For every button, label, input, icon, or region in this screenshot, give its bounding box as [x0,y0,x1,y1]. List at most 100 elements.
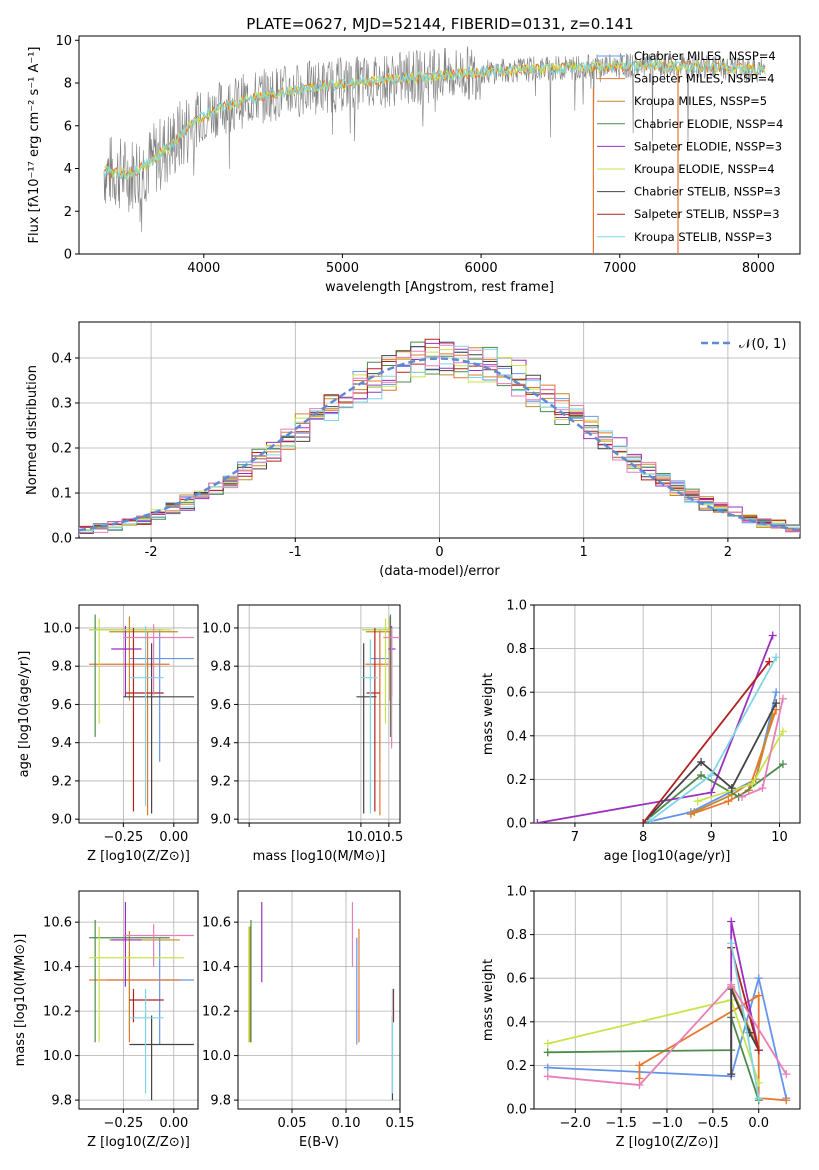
series-point [782,1070,791,1079]
histogram-step [79,344,800,536]
series-point [738,792,747,801]
y-tick-label: 9.6 [210,698,231,713]
plot-frame [533,604,801,824]
series-line [642,691,777,823]
series-point [727,1070,736,1079]
series-line [547,1017,760,1101]
y-tick-label: 0.2 [506,773,527,788]
x-tick-label: -2 [145,545,158,560]
massweight-vs-age-panel: 7 8 9 10 0.0 0.2 0.4 0.6 0.8 1.0 age [log10(age/yr… [481,599,801,864]
legend-entry: Kroupa MILES, NSSP=5 [634,94,767,108]
series-point [754,991,763,1000]
x-tick-label: 6000 [465,261,498,276]
x-axis-label: mass [log10(M/M⊙)] [253,849,386,864]
y-tick-label: 9.4 [51,736,72,751]
x-tick-label: 4000 [187,261,220,276]
x-tick-label: −0.25 [103,1116,143,1131]
series-point [772,699,781,708]
series-point [778,694,787,703]
x-tick-label: 10.0 [346,830,375,845]
series-line [642,661,771,823]
y-tick-label: 0.3 [51,397,72,412]
series-point [758,784,767,793]
y-axis-label: age [log10(age/yr)] [17,651,32,778]
massweight-vs-metallicity-panel: −2.0 −1.5 −1.0 −0.5 0.0 0.0 0.2 0.4 0.6 0.8 1.0 Z [… [481,885,801,1150]
x-tick-label: 10.5 [374,830,403,845]
y-tick-label: 1.0 [506,599,527,614]
x-axis-label: wavelength [Angstrom, rest frame] [325,280,554,295]
x-tick-label: 1 [580,545,588,560]
y-tick-label: 0.0 [51,532,72,547]
series-point [697,771,706,780]
x-tick-label: 2 [724,545,732,560]
y-tick-label: 10.4 [43,960,72,975]
series-line [642,702,777,823]
series-point [727,917,736,926]
x-axis-label: E(B-V) [299,1135,339,1150]
series-point [543,1048,552,1057]
series-point [639,819,648,823]
plot-frame [237,604,401,824]
mass-vs-ebv-panel: 0.05 0.10 0.15 9.8 10.0 10.2 10.4 10.6 E(B-V) [202,890,414,1150]
y-tick-label: 10.6 [43,916,72,931]
spectrum-model-line [103,59,766,181]
series-point [645,816,654,823]
y-tick-label: 0.6 [506,972,527,987]
series-point [727,980,736,989]
residual-histogram-panel: -2 -1 0 1 2 0.0 0.1 0.2 0.3 0.4 (data-model)/error… [25,321,801,579]
y-tick-label: 10.0 [43,621,72,636]
y-tick-label: 0.6 [506,686,527,701]
legend-entry: Chabrier ELODIE, NSSP=4 [634,117,783,131]
series-line [697,730,784,803]
y-tick-label: 9.2 [210,774,231,789]
series-point [727,784,736,793]
normal-curve [79,357,800,532]
series-line [547,983,787,1086]
y-tick-label: 9.0 [210,813,231,828]
series-point [690,808,699,817]
series-point [768,631,777,640]
series-line [730,943,760,1099]
series-point [693,797,702,806]
y-tick-label: 9.0 [51,813,72,828]
series-point [778,727,787,736]
y-tick-label: 10.2 [202,1005,231,1020]
y-tick-label: 6 [64,119,72,134]
x-tick-label: 0 [435,545,443,560]
y-axis-label: mass weight [481,959,496,1041]
series-point [543,1063,552,1072]
x-tick-label: 7000 [603,261,636,276]
x-tick-label: 0.00 [159,830,188,845]
y-tick-label: 0.4 [51,352,72,367]
y-tick-label: 9.8 [210,1094,231,1109]
y-tick-label: 9.6 [51,698,72,713]
y-tick-label: 0.2 [51,442,72,457]
y-tick-label: 10.4 [202,960,231,975]
y-tick-label: 10.0 [43,1049,72,1064]
series-point [707,788,716,797]
y-tick-label: 0.2 [506,1059,527,1074]
y-axis-label: Normed distribution [25,365,40,495]
x-tick-label: −0.5 [697,1116,729,1131]
age-vs-metallicity-panel: −0.25 0.00 9.0 9.2 9.4 9.6 9.8 10.0 Z [log10(Z/Z… [17,604,199,864]
y-tick-label: 10.2 [43,1005,72,1020]
series-point [778,760,787,769]
series-point [697,757,706,766]
x-axis-label: (data-model)/error [379,564,500,579]
x-tick-label: 0.00 [159,1116,188,1131]
y-tick-label: 0.1 [51,487,72,502]
x-tick-label: −1.5 [605,1116,637,1131]
plot-frame [237,890,401,1110]
x-tick-label: 5000 [326,261,359,276]
plot-frame [78,890,199,1110]
y-tick-label: 0.0 [506,817,527,832]
series-point [754,1094,763,1103]
y-axis-label: mass [log10(M/M⊙)] [13,934,28,1067]
y-tick-label: 4 [64,162,72,177]
x-tick-label: −2.0 [559,1116,591,1131]
y-tick-label: 0 [64,248,72,263]
series-point [543,1039,552,1048]
y-tick-label: 10 [55,34,72,49]
x-axis-label: Z [log10(Z/Z⊙)] [87,1135,190,1150]
